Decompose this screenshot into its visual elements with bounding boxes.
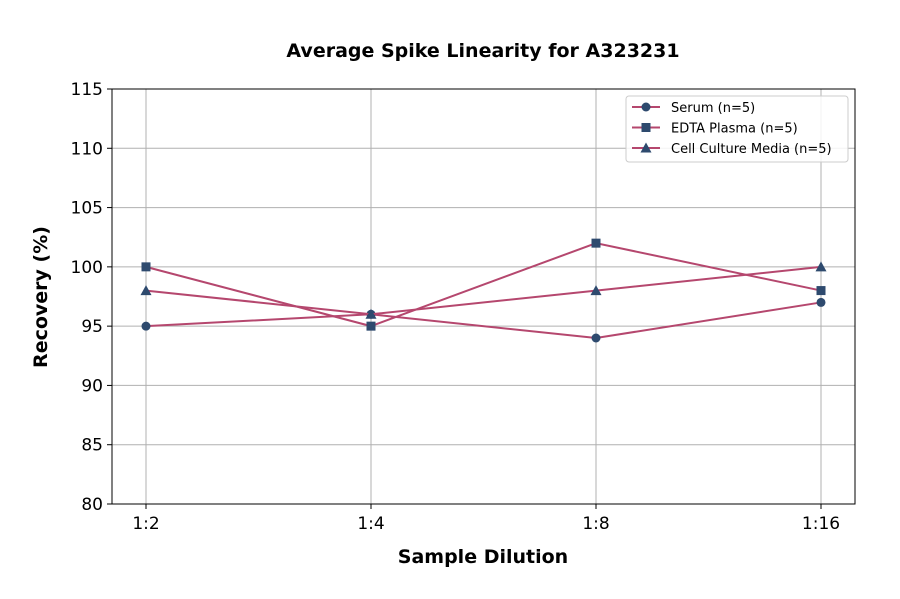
x-tick-label: 1:8 [582, 514, 609, 534]
legend-marker-triangle [640, 142, 652, 153]
series-line [145, 301, 822, 340]
plot-frame [111, 88, 856, 505]
y-tick-label: 90 [81, 376, 103, 396]
data-point-square [141, 262, 151, 272]
legend-marker-square [641, 123, 651, 132]
series-square [141, 238, 826, 331]
y-tick-label: 115 [71, 80, 103, 100]
chart-title: Average Spike Linearity for A323231 [286, 40, 679, 62]
x-tick-label: 1:2 [132, 514, 159, 534]
legend-label: Cell Culture Media (n=5) [671, 142, 832, 157]
series-circle [141, 297, 826, 343]
legend-item: EDTA Plasma (n=5) [632, 122, 798, 137]
legend-label: EDTA Plasma (n=5) [671, 122, 798, 137]
y-tick-label: 100 [71, 258, 103, 278]
data-point-square [366, 321, 376, 331]
data-point-triangle [365, 308, 377, 319]
legend: Serum (n=5) EDTA Plasma (n=5) Cell Culture… [625, 95, 849, 163]
x-tick-label: 1:4 [357, 514, 384, 534]
y-tick-label: 95 [81, 317, 103, 337]
y-tick-label: 110 [71, 139, 103, 159]
y-axis-label: Recovery (%) [30, 226, 52, 368]
legend-label: Serum (n=5) [671, 101, 755, 116]
y-tick-label: 80 [81, 495, 103, 515]
legend-item: Cell Culture Media (n=5) [632, 142, 832, 157]
legend-box [625, 95, 849, 163]
data-point-square [591, 238, 601, 248]
data-point-triangle [815, 261, 827, 272]
data-point-circle [141, 321, 151, 331]
data-point-circle [591, 333, 601, 343]
data-point-circle [816, 297, 826, 307]
legend-item: Serum (n=5) [632, 101, 755, 116]
data-point-triangle [140, 285, 152, 296]
y-tick-label: 85 [81, 436, 103, 456]
series-line [145, 265, 822, 316]
y-tick-label: 105 [71, 199, 103, 219]
series-triangle [140, 261, 827, 319]
x-axis-label: Sample Dilution [398, 546, 568, 568]
legend-marker-circle [641, 102, 651, 112]
x-tick-label: 1:16 [802, 514, 840, 534]
data-point-triangle [590, 285, 602, 296]
data-point-square [816, 286, 826, 296]
series-line [145, 242, 822, 328]
